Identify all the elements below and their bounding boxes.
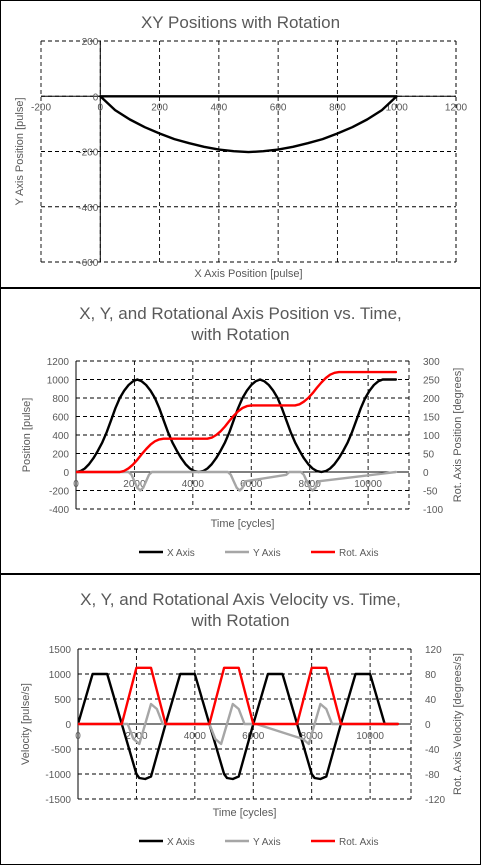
y-tick-label: 200 xyxy=(52,450,69,461)
x-tick-label: 6000 xyxy=(242,731,265,742)
series-line-x-axis xyxy=(78,672,400,781)
velocity-vs-time-chart-panel: X, Y, and Rotational Axis Velocity vs. T… xyxy=(0,574,481,865)
legend-label: Y Axis xyxy=(253,837,281,848)
y2-tick-label: 0 xyxy=(425,720,431,731)
velocity-vs-time-chart: X, Y, and Rotational Axis Velocity vs. T… xyxy=(20,590,464,848)
y-tick-label: 0 xyxy=(65,720,71,731)
series-line-rot-axis xyxy=(78,666,400,726)
series-group xyxy=(99,95,398,154)
y-tick-label: -400 xyxy=(78,203,98,214)
y-tick-label: -400 xyxy=(49,505,69,516)
y2-tick-label: 0 xyxy=(423,468,429,479)
y2-axis-title: Rot. Axis Position [degrees] xyxy=(452,368,464,503)
x-tick-label: 400 xyxy=(211,102,228,113)
chart-title: X, Y, and Rotational Axis Position vs. T… xyxy=(79,304,402,323)
y-tick-label: 1500 xyxy=(49,645,72,656)
y2-tick-label: 50 xyxy=(423,450,435,461)
y-tick-label: -500 xyxy=(51,745,71,756)
legend: X Axis Y Axis Rot. Axis xyxy=(139,837,378,848)
x-axis-title: Time [cycles] xyxy=(213,807,277,819)
x-tick-label: 2000 xyxy=(125,731,148,742)
y-axis-title: Position [pulse] xyxy=(21,398,33,473)
y-tick-label: -1500 xyxy=(45,795,71,806)
y-tick-label: 800 xyxy=(52,394,69,405)
y2-tick-label: 150 xyxy=(423,413,440,424)
series-group xyxy=(78,666,400,781)
y2-tick-label: -50 xyxy=(423,487,438,498)
x-tick-label: 10000 xyxy=(354,479,382,490)
series-line-y-axis xyxy=(78,702,400,746)
y-tick-label: 500 xyxy=(54,695,71,706)
legend-label: X Axis xyxy=(167,548,195,559)
y-tick-label: 1200 xyxy=(47,357,70,368)
legend-label: Rot. Axis xyxy=(339,837,378,848)
x-tick-label: 6000 xyxy=(240,479,263,490)
y-tick-label: -200 xyxy=(78,148,98,159)
x-tick-label: 1000 xyxy=(386,102,409,113)
legend-label: Rot. Axis xyxy=(339,548,378,559)
legend: X Axis Y Axis Rot. Axis xyxy=(139,548,378,559)
chart-title: XY Positions with Rotation xyxy=(141,13,340,32)
series-line-xy xyxy=(99,95,398,154)
x-tick-label: 8000 xyxy=(299,479,322,490)
y-tick-label: -1000 xyxy=(45,770,71,781)
x-axis-title: Time [cycles] xyxy=(211,518,275,530)
xy-position-chart: XY Positions with Rotation -200 0 200 400 600… xyxy=(14,13,468,280)
y-tick-label: 200 xyxy=(82,37,99,48)
legend-label: X Axis xyxy=(167,837,195,848)
x-tick-label: 800 xyxy=(329,102,346,113)
chart-title: X, Y, and Rotational Axis Velocity vs. T… xyxy=(80,590,401,609)
y-tick-label: 1000 xyxy=(47,376,70,387)
y2-tick-label: -40 xyxy=(425,745,440,756)
y2-tick-label: -120 xyxy=(425,795,445,806)
x-tick-label: 10000 xyxy=(356,731,384,742)
x-tick-label: 1200 xyxy=(445,102,468,113)
y-tick-label: -600 xyxy=(78,258,98,269)
y-tick-label: 600 xyxy=(52,413,69,424)
y-axis-title: Velocity [pulse/s] xyxy=(20,683,32,765)
y2-tick-label: 80 xyxy=(425,670,437,681)
x-tick-label: 4000 xyxy=(184,731,207,742)
xy-position-chart-panel: XY Positions with Rotation -200 0 200 400 600… xyxy=(0,0,481,288)
x-tick-label: 0 xyxy=(98,102,104,113)
y-tick-label: 0 xyxy=(63,468,69,479)
y2-tick-label: 120 xyxy=(425,645,442,656)
y-tick-label: 0 xyxy=(93,92,99,103)
y-axis-title: Y Axis Position [pulse] xyxy=(14,97,26,205)
series-line-rot-axis xyxy=(76,370,398,474)
series-group xyxy=(76,370,398,492)
legend-label: Y Axis xyxy=(253,548,281,559)
y-tick-label: -200 xyxy=(49,487,69,498)
x-tick-label: 4000 xyxy=(182,479,205,490)
x-tick-label: 0 xyxy=(73,479,79,490)
chart-title: with Rotation xyxy=(190,611,289,630)
x-tick-label: 0 xyxy=(75,731,81,742)
y2-tick-label: -80 xyxy=(425,770,440,781)
position-vs-time-chart-panel: X, Y, and Rotational Axis Position vs. T… xyxy=(0,288,481,574)
y2-axis-title: Rot. Axis Velocity [degrees/s] xyxy=(452,653,464,795)
chart-title: with Rotation xyxy=(190,325,289,344)
x-axis-title: X Axis Position [pulse] xyxy=(194,268,302,280)
y-tick-label: 1000 xyxy=(49,670,72,681)
y2-tick-label: 200 xyxy=(423,394,440,405)
y2-tick-label: 250 xyxy=(423,376,440,387)
y2-tick-label: -100 xyxy=(423,505,443,516)
series-line-y-axis xyxy=(76,470,398,492)
position-vs-time-chart: X, Y, and Rotational Axis Position vs. T… xyxy=(21,304,464,559)
y2-tick-label: 100 xyxy=(423,431,440,442)
y-tick-label: 400 xyxy=(52,431,69,442)
x-tick-label: -200 xyxy=(31,102,51,113)
y2-tick-label: 40 xyxy=(425,695,437,706)
x-tick-label: 200 xyxy=(151,102,168,113)
x-tick-label: 600 xyxy=(270,102,287,113)
y2-tick-label: 300 xyxy=(423,357,440,368)
series-line-x-axis xyxy=(76,378,398,474)
